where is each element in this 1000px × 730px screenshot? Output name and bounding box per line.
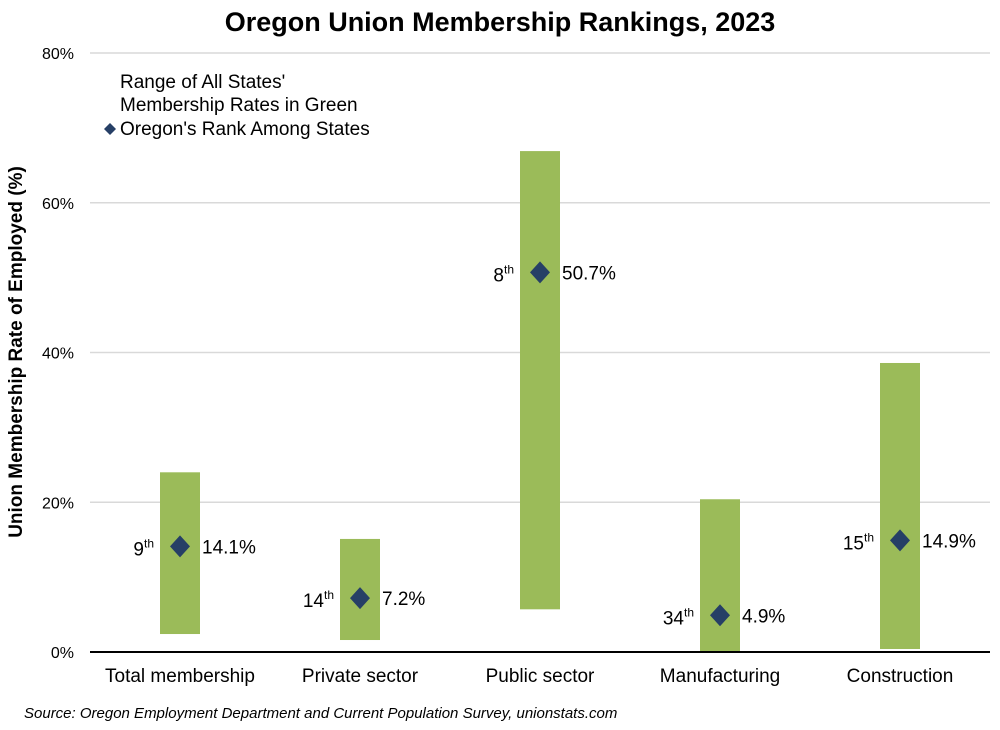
legend-line-1: Range of All States': [120, 72, 285, 93]
rank-label: 9th: [133, 536, 154, 560]
value-label: 7.2%: [382, 589, 425, 610]
chart-title: Oregon Union Membership Rankings, 2023: [225, 7, 776, 37]
value-label: 14.9%: [922, 531, 976, 552]
value-label: 14.1%: [202, 537, 256, 558]
legend-marker-label: Oregon's Rank Among States: [120, 119, 370, 140]
legend-line-2: Membership Rates in Green: [120, 95, 358, 116]
rank-label: 34th: [663, 605, 694, 629]
legend: Range of All States' Membership Rates in…: [104, 72, 370, 140]
oregon-marker: [170, 535, 190, 558]
y-tick-label: 60%: [42, 196, 74, 213]
x-tick-label: Private sector: [302, 666, 419, 687]
value-label: 4.9%: [742, 606, 785, 627]
rank-label: 15th: [843, 530, 874, 554]
x-tick-label: Manufacturing: [660, 666, 780, 687]
oregon-marker: [710, 604, 730, 627]
range-bar: [520, 151, 560, 610]
x-tick-label: Construction: [847, 666, 954, 687]
rank-label: 14th: [303, 588, 334, 612]
x-tick-label: Public sector: [486, 666, 595, 687]
y-tick-label: 20%: [42, 495, 74, 512]
oregon-marker: [530, 261, 550, 284]
x-tick-label: Total membership: [105, 666, 255, 687]
rank-label: 8th: [493, 262, 514, 286]
y-tick-label: 40%: [42, 346, 74, 363]
source-note: Source: Oregon Employment Department and…: [24, 705, 617, 722]
y-axis-label: Union Membership Rate of Employed (%): [6, 166, 27, 538]
y-tick-label: 80%: [42, 46, 74, 63]
oregon-marker: [350, 587, 370, 610]
range-bar: [880, 362, 920, 650]
y-tick-label: 0%: [51, 645, 74, 662]
legend-diamond-marker: [104, 123, 116, 135]
value-label: 50.7%: [562, 263, 616, 284]
range-bar: [700, 499, 740, 652]
oregon-marker: [890, 529, 910, 552]
